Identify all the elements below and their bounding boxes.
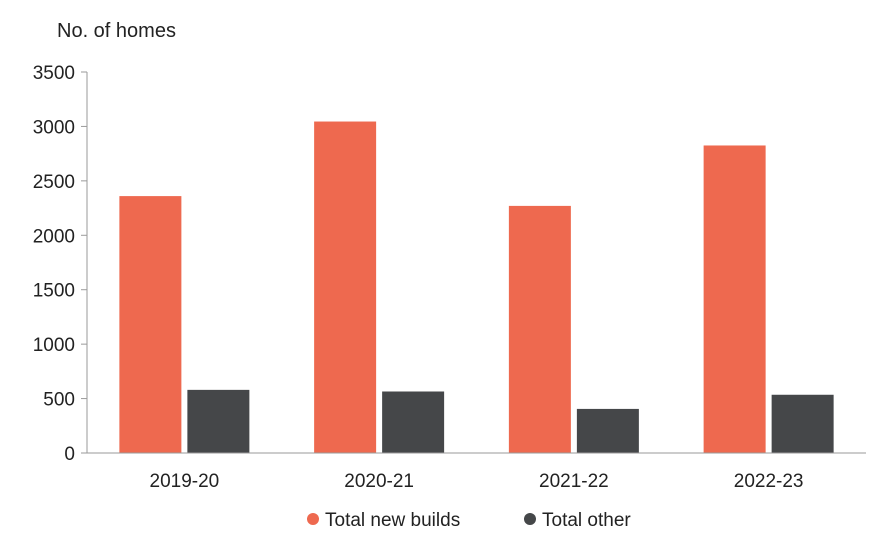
y-tick-label: 0 bbox=[64, 444, 75, 465]
legend: Total new builds Total other bbox=[307, 510, 631, 531]
bar-total-other-2020-21 bbox=[382, 391, 445, 453]
y-tick-label: 2500 bbox=[33, 172, 75, 193]
x-tick-label: 2022-23 bbox=[734, 471, 804, 492]
legend-marker bbox=[524, 513, 536, 525]
y-tick-label: 1000 bbox=[33, 335, 75, 356]
y-tick-label: 1500 bbox=[33, 281, 75, 302]
bars bbox=[119, 121, 834, 453]
bar-total-new-builds-2022-23 bbox=[703, 145, 766, 453]
y-tick-label: 2000 bbox=[33, 226, 75, 247]
bar-total-other-2019-20 bbox=[187, 389, 250, 453]
x-tick-label: 2019-20 bbox=[150, 471, 220, 492]
legend-marker bbox=[307, 513, 319, 525]
bar-total-new-builds-2019-20 bbox=[119, 196, 182, 453]
x-axis: 2019-20 2020-21 2021-22 2022-23 bbox=[150, 471, 804, 492]
y-axis: 0 500 1000 1500 2000 2500 3000 3500 bbox=[33, 63, 87, 465]
bar-total-new-builds-2021-22 bbox=[508, 205, 571, 453]
y-tick-label: 3000 bbox=[33, 117, 75, 138]
y-axis-title: No. of homes bbox=[57, 20, 176, 42]
bar-total-new-builds-2020-21 bbox=[314, 121, 377, 453]
bar-total-other-2022-23 bbox=[771, 394, 834, 453]
y-tick-label: 3500 bbox=[33, 63, 75, 84]
legend-label: Total other bbox=[542, 510, 631, 531]
bar-total-other-2021-22 bbox=[576, 408, 639, 453]
y-tick-label: 500 bbox=[43, 390, 75, 411]
legend-label: Total new builds bbox=[325, 510, 460, 531]
x-tick-label: 2020-21 bbox=[344, 471, 414, 492]
x-tick-label: 2021-22 bbox=[539, 471, 609, 492]
